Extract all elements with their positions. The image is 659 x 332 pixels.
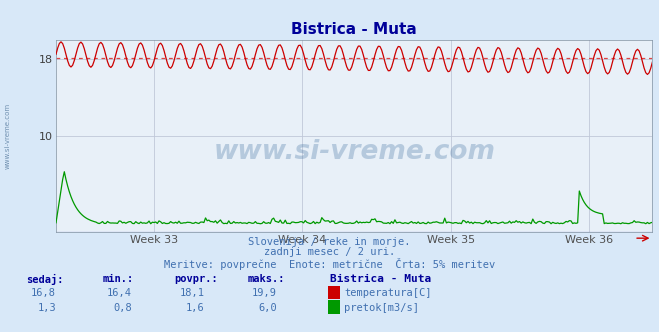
Text: Meritve: povprečne  Enote: metrične  Črta: 5% meritev: Meritve: povprečne Enote: metrične Črta:… <box>164 258 495 270</box>
Text: 19,9: 19,9 <box>252 288 277 298</box>
Text: 16,8: 16,8 <box>31 288 56 298</box>
Text: www.si-vreme.com: www.si-vreme.com <box>214 138 495 165</box>
Text: 16,4: 16,4 <box>107 288 132 298</box>
Title: Bistrica - Muta: Bistrica - Muta <box>291 22 417 37</box>
Text: 1,6: 1,6 <box>186 303 204 313</box>
Text: Bistrica - Muta: Bistrica - Muta <box>330 274 431 284</box>
Text: temperatura[C]: temperatura[C] <box>344 288 432 298</box>
Text: pretok[m3/s]: pretok[m3/s] <box>344 303 419 313</box>
Text: 0,8: 0,8 <box>113 303 132 313</box>
Text: min.:: min.: <box>102 274 133 284</box>
Text: 1,3: 1,3 <box>38 303 56 313</box>
Text: povpr.:: povpr.: <box>175 274 218 284</box>
Text: 18,1: 18,1 <box>179 288 204 298</box>
Text: sedaj:: sedaj: <box>26 274 64 285</box>
Text: maks.:: maks.: <box>247 274 285 284</box>
Text: Slovenija / reke in morje.: Slovenija / reke in morje. <box>248 237 411 247</box>
Text: www.si-vreme.com: www.si-vreme.com <box>5 103 11 169</box>
Text: 6,0: 6,0 <box>258 303 277 313</box>
Text: zadnji mesec / 2 uri.: zadnji mesec / 2 uri. <box>264 247 395 257</box>
